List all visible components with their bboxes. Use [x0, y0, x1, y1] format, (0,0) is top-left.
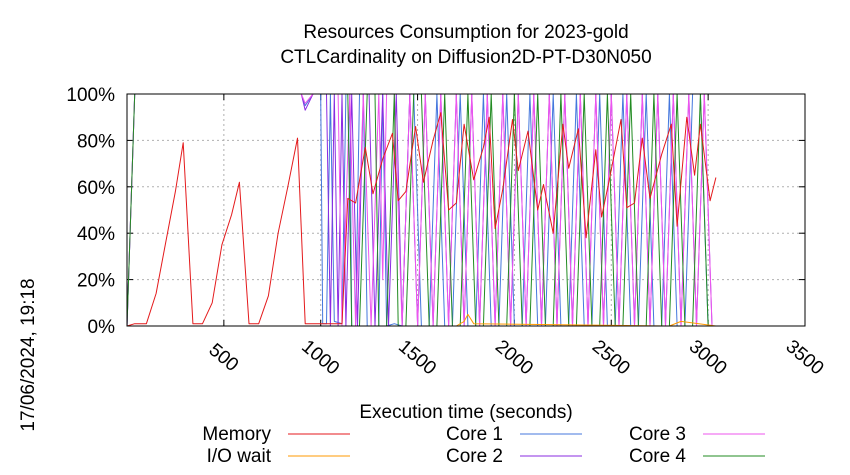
legend-label-core-3: Core 3	[629, 424, 686, 445]
plot-frame	[126, 93, 806, 327]
x-tick-label: 500	[205, 340, 243, 376]
series-line-memory	[126, 112, 717, 327]
series-line-core-3	[126, 93, 716, 327]
x-tick-label: 3000	[685, 336, 731, 379]
x-axis-label: Execution time (seconds)	[359, 402, 572, 423]
timestamp-label: 17/06/2024, 19:18	[18, 278, 39, 431]
series-line-core-4	[126, 93, 716, 327]
x-tick-label: 2000	[491, 336, 537, 379]
legend-label-i-o-wait: I/O wait	[207, 446, 272, 467]
series-group	[126, 93, 717, 327]
chart-title-line2: CTLCardinality on Diffusion2D-PT-D30N050	[280, 47, 651, 68]
y-tick-label: 0%	[88, 317, 116, 338]
x-tick-label: 3500	[782, 336, 828, 379]
y-tick-label: 20%	[77, 271, 115, 292]
legend-label-core-2: Core 2	[446, 446, 503, 467]
x-tick-label: 1500	[394, 336, 440, 379]
legend-label-core-1: Core 1	[446, 424, 503, 445]
x-tick-label: 2500	[588, 336, 634, 379]
x-tick-label: 1000	[297, 336, 343, 379]
y-tick-label: 60%	[77, 178, 115, 199]
chart-title-line1: Resources Consumption for 2023-gold	[303, 22, 628, 43]
y-tick-label: 80%	[77, 131, 115, 152]
legend-label-core-4: Core 4	[629, 446, 686, 467]
legend-label-memory: Memory	[202, 424, 271, 445]
y-tick-label: 100%	[66, 85, 115, 106]
y-tick-label: 40%	[77, 224, 115, 245]
